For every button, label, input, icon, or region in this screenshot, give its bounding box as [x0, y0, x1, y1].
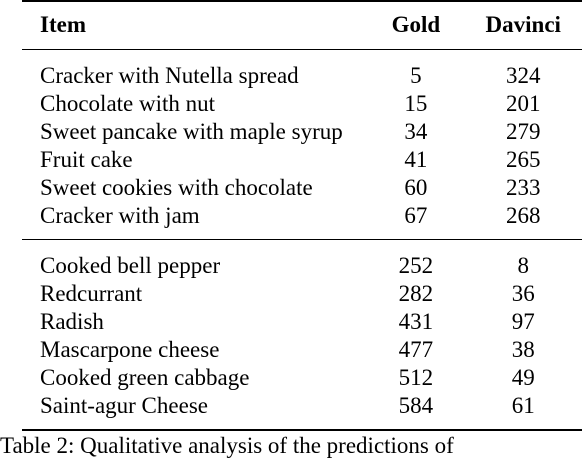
table-row: Sweet cookies with chocolate 60 233 — [22, 174, 582, 202]
cell-item: Cooked bell pepper — [22, 240, 367, 281]
table-caption: Table 2: Qualitative analysis of the pre… — [0, 432, 586, 460]
cell-item: Cracker with Nutella spread — [22, 50, 367, 91]
table-row: Cracker with jam 67 268 — [22, 202, 582, 240]
cell-gold: 15 — [367, 90, 464, 118]
cell-gold: 584 — [367, 392, 464, 430]
cell-item: Redcurrant — [22, 280, 367, 308]
cell-item: Sweet cookies with chocolate — [22, 174, 367, 202]
cell-gold: 512 — [367, 364, 464, 392]
cell-item: Sweet pancake with maple syrup — [22, 118, 367, 146]
table-row: Cracker with Nutella spread 5 324 — [22, 50, 582, 91]
cell-davinci: 49 — [464, 364, 582, 392]
cell-item: Cooked green cabbage — [22, 364, 367, 392]
cell-gold: 477 — [367, 336, 464, 364]
table-row: Saint-agur Cheese 584 61 — [22, 392, 582, 430]
cell-item: Cracker with jam — [22, 202, 367, 240]
cell-gold: 41 — [367, 146, 464, 174]
cell-davinci: 61 — [464, 392, 582, 430]
table-row: Redcurrant 282 36 — [22, 280, 582, 308]
cell-davinci: 36 — [464, 280, 582, 308]
cell-gold: 60 — [367, 174, 464, 202]
cell-davinci: 38 — [464, 336, 582, 364]
cell-gold: 431 — [367, 308, 464, 336]
cell-davinci: 8 — [464, 240, 582, 281]
cell-davinci: 233 — [464, 174, 582, 202]
cell-item: Saint-agur Cheese — [22, 392, 367, 430]
cell-gold: 252 — [367, 240, 464, 281]
header-item: Item — [22, 1, 367, 50]
table-row: Sweet pancake with maple syrup 34 279 — [22, 118, 582, 146]
header-davinci: Davinci — [464, 1, 582, 50]
cell-item: Mascarpone cheese — [22, 336, 367, 364]
cell-davinci: 324 — [464, 50, 582, 91]
cell-davinci: 268 — [464, 202, 582, 240]
cell-gold: 5 — [367, 50, 464, 91]
cell-davinci: 279 — [464, 118, 582, 146]
header-gold: Gold — [367, 1, 464, 50]
cell-davinci: 201 — [464, 90, 582, 118]
table-row: Cooked green cabbage 512 49 — [22, 364, 582, 392]
cell-item: Fruit cake — [22, 146, 367, 174]
cell-gold: 67 — [367, 202, 464, 240]
cell-gold: 282 — [367, 280, 464, 308]
table-row: Fruit cake 41 265 — [22, 146, 582, 174]
cell-gold: 34 — [367, 118, 464, 146]
table-row: Mascarpone cheese 477 38 — [22, 336, 582, 364]
table-row: Radish 431 97 — [22, 308, 582, 336]
cell-davinci: 97 — [464, 308, 582, 336]
table-header-row: Item Gold Davinci — [22, 1, 582, 50]
results-table: Item Gold Davinci Cracker with Nutella s… — [22, 0, 582, 431]
cell-item: Radish — [22, 308, 367, 336]
cell-davinci: 265 — [464, 146, 582, 174]
table-row: Chocolate with nut 15 201 — [22, 90, 582, 118]
cell-item: Chocolate with nut — [22, 90, 367, 118]
table-row: Cooked bell pepper 252 8 — [22, 240, 582, 281]
results-table-container: Item Gold Davinci Cracker with Nutella s… — [22, 0, 582, 431]
